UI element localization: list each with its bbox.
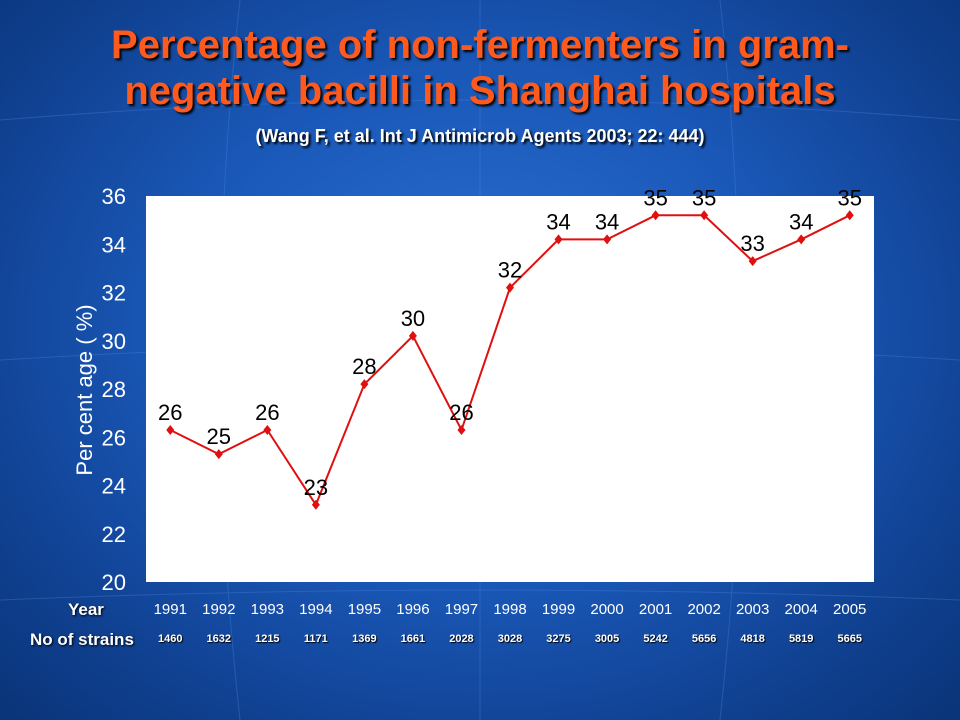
y-tick-label: 20 [102,570,126,595]
data-point [457,425,466,436]
data-point [506,282,514,293]
y-tick-label: 26 [102,425,126,450]
y-tick-label: 24 [102,474,126,499]
strain-count: 1171 [303,633,328,645]
strain-count: 1460 [158,633,183,645]
x-tick-label: 2002 [687,601,720,618]
data-point [311,499,320,510]
data-point [360,379,369,390]
citation: (Wang F, et al. Int J Antimicrob Agents … [255,126,705,146]
x-tick-label: 1997 [445,601,478,618]
y-axis-title: Per cent age ( %) [72,304,97,475]
strain-count: 1369 [352,633,377,645]
x-tick-label: 2003 [736,601,769,618]
x-tick-label: 1996 [396,601,429,618]
data-point [748,256,757,267]
data-label: 26 [449,400,473,425]
data-point [700,210,709,221]
data-label: 35 [837,185,861,210]
strain-count: 5656 [691,633,717,645]
x-tick-label: 1999 [542,601,575,618]
x-tick-label: 2004 [785,601,818,618]
data-point [845,210,854,221]
y-tick-label: 28 [102,377,126,402]
data-point [214,449,223,460]
title-line-1: Percentage of non-fermenters in gram- [111,23,849,67]
slide-title: Percentage of non-fermenters in gram- ne… [0,22,960,114]
data-point [554,234,563,245]
data-label: 34 [789,209,813,234]
x-tick-label: 2000 [590,601,623,618]
data-label: 26 [255,400,279,425]
data-point [263,425,272,436]
strain-count: 1632 [206,633,232,645]
data-label: 34 [595,209,619,234]
data-point [603,234,612,245]
y-tick-label: 34 [102,232,126,257]
data-point [797,234,806,245]
data-label: 26 [158,400,182,425]
strain-count: 4818 [740,633,765,645]
data-label: 35 [692,185,716,210]
data-label: 23 [304,475,328,500]
y-tick-label: 22 [102,522,126,547]
strain-count: 2028 [449,633,474,645]
data-point [651,210,660,221]
strain-count: 3028 [497,633,523,645]
strain-count: 3275 [546,633,571,645]
y-tick-label: 32 [102,281,126,306]
x-tick-label: 1992 [202,601,235,618]
x-tick-label: 1993 [251,601,284,618]
strain-count: 5242 [643,633,668,645]
data-label: 35 [643,185,667,210]
data-label: 30 [401,306,425,331]
title-line-2: negative bacilli in Shanghai hospitals [124,69,836,113]
x-tick-label: 2005 [833,601,866,618]
data-label: 33 [740,231,764,256]
x-tick-label: 1991 [154,601,187,618]
x-tick-label: 2001 [639,601,672,618]
x-tick-label: 1994 [299,601,332,618]
year-label: Year [68,600,104,619]
y-tick-label: 36 [102,184,126,209]
x-tick-label: 1998 [493,601,526,618]
strain-count: 3005 [594,633,620,645]
data-label: 28 [352,354,376,379]
strain-count: 5665 [837,633,862,645]
strain-count: 1215 [255,633,280,645]
strains-label: No of strains [30,630,134,649]
data-label: 34 [546,209,570,234]
x-tick-label: 1995 [348,601,381,618]
strain-count: 1661 [400,633,426,645]
y-tick-label: 30 [102,329,126,354]
data-point [408,330,417,341]
data-point [166,425,175,436]
data-label: 32 [498,258,522,283]
data-label: 25 [207,424,231,449]
strain-count: 5819 [788,633,814,645]
